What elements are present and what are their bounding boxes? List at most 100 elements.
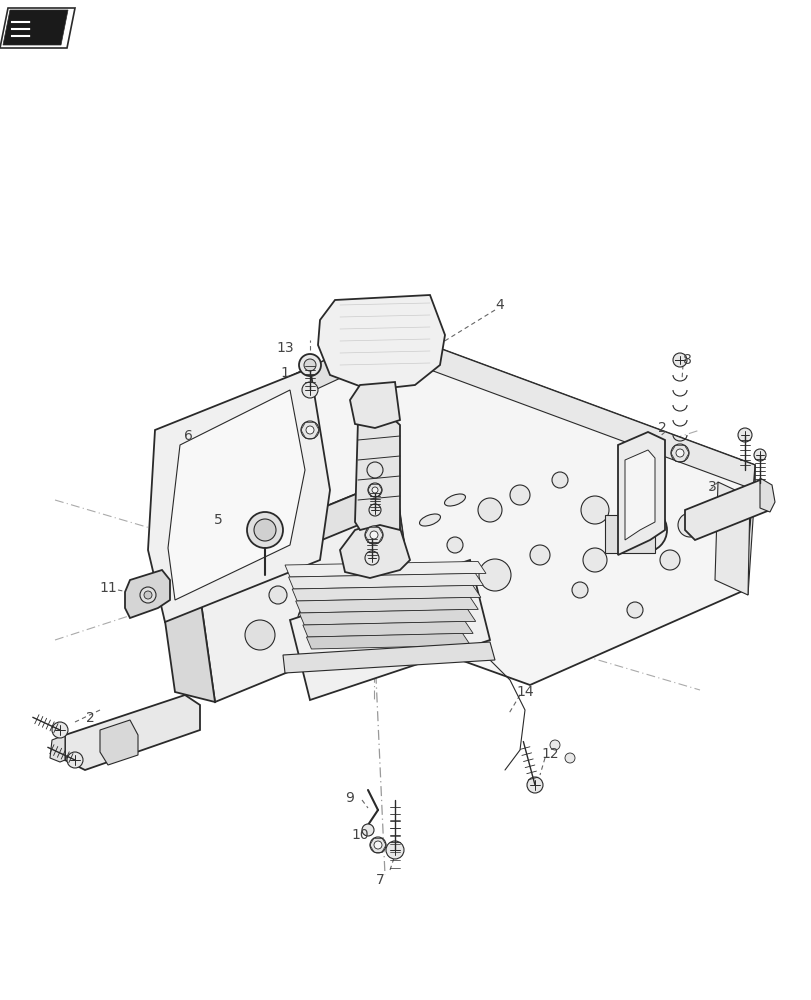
Circle shape — [268, 586, 286, 604]
Polygon shape — [0, 8, 75, 48]
Text: 7: 7 — [375, 873, 384, 887]
Polygon shape — [195, 478, 394, 592]
Polygon shape — [624, 450, 654, 540]
Circle shape — [753, 449, 765, 461]
Text: 3: 3 — [706, 480, 715, 494]
Circle shape — [677, 513, 702, 537]
Polygon shape — [684, 480, 769, 540]
Text: 12: 12 — [540, 747, 558, 761]
Polygon shape — [295, 597, 478, 613]
Circle shape — [301, 421, 319, 439]
Polygon shape — [148, 368, 329, 622]
Text: 13: 13 — [276, 341, 294, 355]
Polygon shape — [283, 642, 495, 673]
Circle shape — [582, 548, 607, 572]
Circle shape — [385, 841, 404, 859]
Circle shape — [629, 485, 649, 505]
Circle shape — [670, 444, 689, 462]
Polygon shape — [354, 414, 400, 530]
Text: 1: 1 — [281, 366, 289, 380]
Polygon shape — [30, 12, 55, 40]
Polygon shape — [3, 10, 68, 45]
Polygon shape — [155, 550, 215, 702]
Polygon shape — [714, 482, 749, 595]
Circle shape — [367, 462, 383, 478]
Text: 11: 11 — [99, 581, 117, 595]
Circle shape — [446, 537, 462, 553]
Circle shape — [622, 508, 666, 552]
Polygon shape — [65, 695, 200, 770]
Polygon shape — [195, 478, 414, 702]
Circle shape — [368, 504, 380, 516]
Circle shape — [374, 841, 381, 849]
Circle shape — [737, 428, 751, 442]
Circle shape — [144, 591, 152, 599]
Polygon shape — [340, 522, 410, 578]
Circle shape — [478, 559, 510, 591]
Text: 10: 10 — [350, 828, 368, 842]
Circle shape — [52, 722, 68, 738]
Text: 4: 4 — [495, 298, 504, 312]
Text: 6: 6 — [183, 429, 192, 443]
Circle shape — [571, 582, 587, 598]
Polygon shape — [306, 633, 470, 649]
Polygon shape — [617, 432, 664, 555]
Circle shape — [581, 496, 608, 524]
Text: 2: 2 — [85, 711, 94, 725]
Circle shape — [139, 587, 156, 603]
Circle shape — [306, 426, 314, 434]
Circle shape — [676, 449, 683, 457]
Circle shape — [478, 498, 501, 522]
Circle shape — [672, 353, 686, 367]
Polygon shape — [290, 560, 489, 700]
Circle shape — [551, 472, 568, 488]
Polygon shape — [299, 609, 475, 625]
Polygon shape — [389, 330, 754, 490]
Circle shape — [298, 606, 322, 630]
Polygon shape — [350, 382, 400, 428]
Circle shape — [526, 777, 543, 793]
Polygon shape — [155, 330, 754, 685]
Polygon shape — [100, 720, 138, 765]
Circle shape — [626, 602, 642, 618]
Circle shape — [303, 359, 315, 371]
Polygon shape — [125, 570, 169, 618]
Polygon shape — [288, 573, 483, 589]
Polygon shape — [175, 330, 389, 455]
Bar — [604, 515, 654, 553]
Polygon shape — [285, 561, 486, 577]
Circle shape — [509, 485, 530, 505]
Circle shape — [298, 354, 320, 376]
Circle shape — [365, 551, 379, 565]
Polygon shape — [292, 585, 480, 601]
Circle shape — [365, 526, 383, 544]
Circle shape — [371, 487, 378, 493]
Circle shape — [564, 753, 574, 763]
Circle shape — [367, 483, 381, 497]
Circle shape — [362, 824, 374, 836]
Text: 8: 8 — [682, 353, 691, 367]
Circle shape — [245, 620, 275, 650]
Text: 5: 5 — [213, 513, 222, 527]
Text: 14: 14 — [516, 685, 533, 699]
Text: 9: 9 — [345, 791, 354, 805]
Polygon shape — [394, 478, 414, 640]
Circle shape — [67, 752, 83, 768]
Polygon shape — [744, 465, 754, 595]
Circle shape — [370, 837, 385, 853]
Polygon shape — [50, 735, 65, 762]
Circle shape — [247, 512, 283, 548]
Text: 2: 2 — [657, 421, 666, 435]
Polygon shape — [168, 390, 305, 600]
Circle shape — [370, 531, 378, 539]
Circle shape — [254, 519, 276, 541]
Circle shape — [549, 740, 560, 750]
Circle shape — [302, 382, 318, 398]
Ellipse shape — [444, 494, 465, 506]
Circle shape — [530, 545, 549, 565]
Circle shape — [659, 550, 679, 570]
Polygon shape — [303, 621, 473, 637]
Circle shape — [638, 529, 660, 551]
Polygon shape — [318, 295, 444, 390]
Polygon shape — [759, 478, 774, 512]
